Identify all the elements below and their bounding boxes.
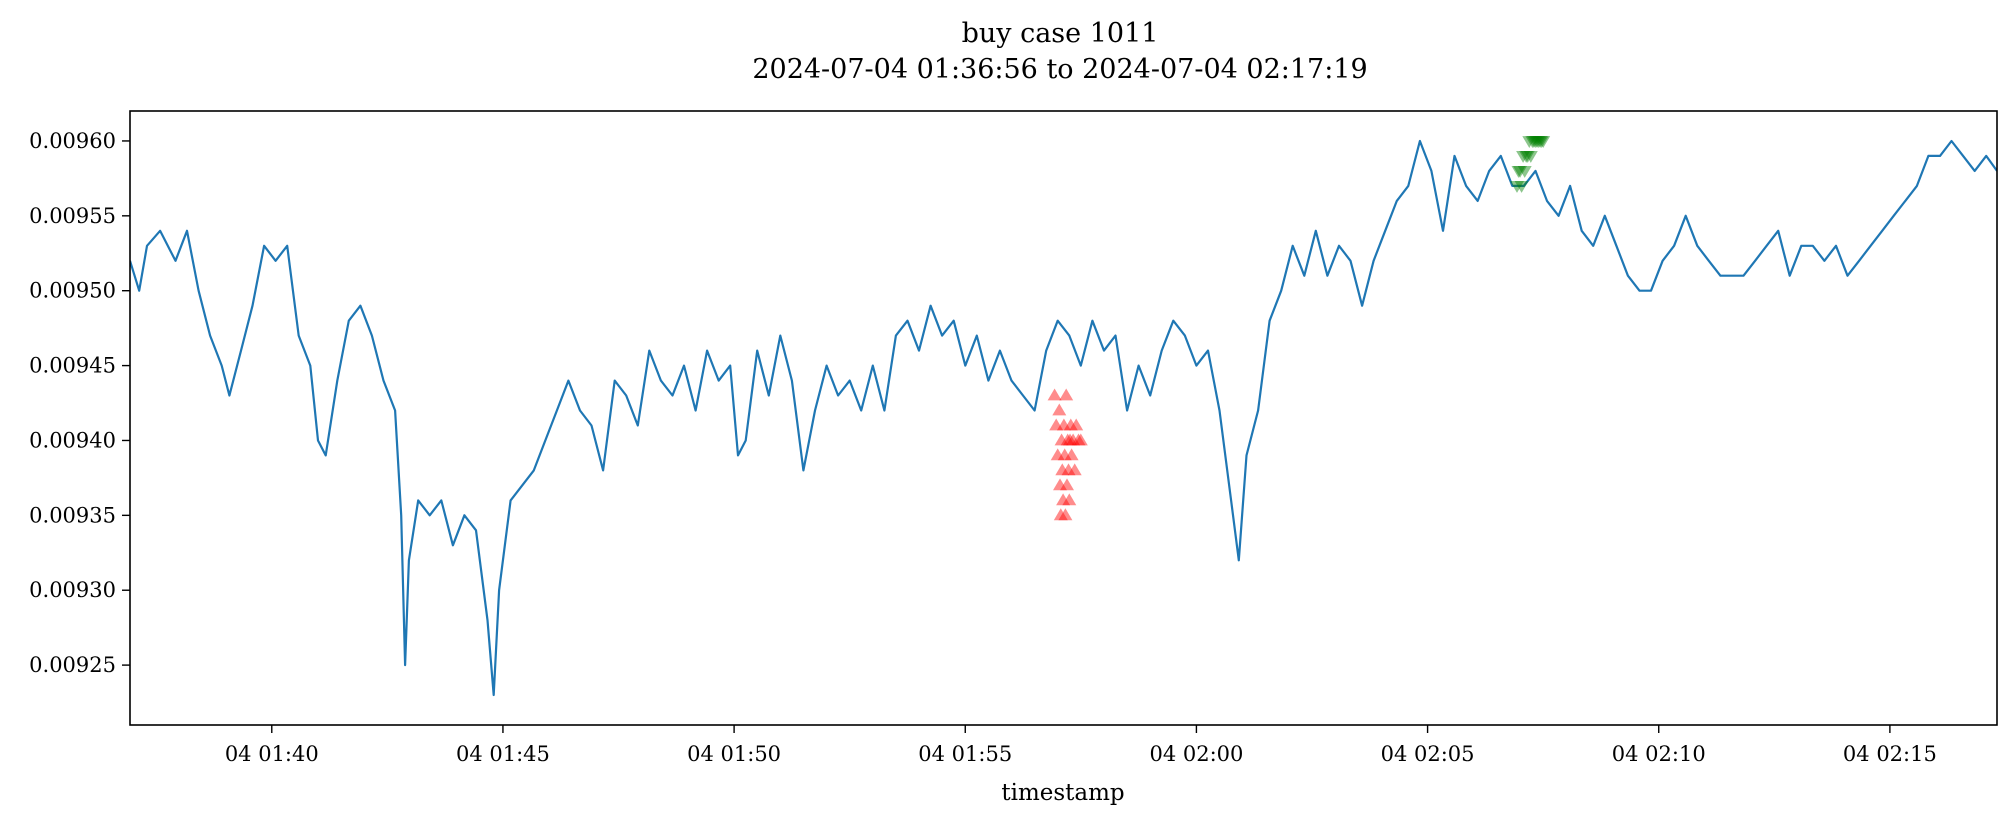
buy-marker xyxy=(1071,433,1086,446)
x-axis: 04 01:40 04 01:45 04 01:50 04 01:55 04 02:00… xyxy=(225,725,1937,766)
buy-marker xyxy=(1052,403,1067,416)
x-tick-label: 04 02:10 xyxy=(1612,742,1706,766)
buy-marker xyxy=(1054,433,1069,446)
y-axis: 0.00925 0.00930 0.00935 0.00940 0.00945 0.009… xyxy=(29,129,130,677)
buy-marker xyxy=(1056,493,1071,506)
sell-marker xyxy=(1530,136,1544,148)
sell-marker xyxy=(1516,151,1531,163)
x-tick-label: 04 01:40 xyxy=(225,742,319,766)
sell-marker xyxy=(1522,136,1537,148)
sell-marker xyxy=(1510,181,1524,193)
y-tick-label: 0.00940 xyxy=(29,428,116,452)
x-tick-label: 04 01:50 xyxy=(687,742,781,766)
sell-marker xyxy=(1536,136,1551,148)
buy-marker xyxy=(1064,448,1079,461)
buy-marker xyxy=(1057,448,1072,461)
chart-title: buy case 1011 xyxy=(962,18,1159,49)
sell-marker xyxy=(1534,136,1549,148)
x-tick-label: 04 01:45 xyxy=(456,742,550,766)
buy-marker xyxy=(1049,418,1064,431)
sell-marker xyxy=(1511,166,1526,178)
buy-marker xyxy=(1053,508,1068,521)
buy-marker xyxy=(1062,493,1077,506)
buy-marker xyxy=(1073,433,1088,446)
buy-marker xyxy=(1050,448,1065,461)
y-tick-label: 0.00925 xyxy=(29,653,116,677)
sell-marker xyxy=(1526,136,1541,148)
buy-marker xyxy=(1069,418,1084,431)
buy-marker xyxy=(1055,463,1070,476)
price-line xyxy=(130,139,1997,697)
sell-marker xyxy=(1525,136,1540,148)
plot-area xyxy=(130,136,1997,697)
sell-marker xyxy=(1528,136,1543,148)
buy-marker xyxy=(1061,463,1076,476)
sell-marker xyxy=(1523,151,1538,163)
buy-marker xyxy=(1066,433,1081,446)
buy-marker xyxy=(1060,433,1075,446)
sell-marker xyxy=(1531,136,1546,148)
sell-marker xyxy=(1520,151,1535,163)
buy-marker xyxy=(1063,433,1077,446)
buy-marker xyxy=(1060,478,1074,491)
buy-marker xyxy=(1067,463,1082,476)
buy-marker xyxy=(1063,418,1078,431)
buy-marker xyxy=(1059,388,1074,401)
y-tick-label: 0.00955 xyxy=(29,204,116,228)
y-tick-label: 0.00930 xyxy=(29,578,116,602)
x-tick-label: 04 02:15 xyxy=(1843,742,1937,766)
y-tick-label: 0.00935 xyxy=(29,503,116,527)
x-tick-label: 04 02:00 xyxy=(1149,742,1243,766)
buy-marker xyxy=(1047,388,1062,401)
axes-frame xyxy=(129,110,1998,726)
x-axis-label: timestamp xyxy=(1001,780,1124,806)
sell-marker xyxy=(1514,181,1529,193)
buy-marker xyxy=(1058,508,1073,521)
buy-marker xyxy=(1056,418,1071,431)
sell-marker xyxy=(1533,136,1548,148)
x-tick-label: 04 02:05 xyxy=(1381,742,1475,766)
x-tick-label: 04 01:55 xyxy=(918,742,1012,766)
sell-marker xyxy=(1517,166,1532,178)
y-tick-label: 0.00960 xyxy=(29,129,116,153)
sell-marker xyxy=(1519,151,1534,163)
y-tick-label: 0.00945 xyxy=(29,354,116,378)
y-tick-label: 0.00950 xyxy=(29,279,116,303)
sell-marker xyxy=(1513,166,1527,178)
buy-marker xyxy=(1053,478,1067,491)
chart-subtitle: 2024-07-04 01:36:56 to 2024-07-04 02:17:… xyxy=(752,54,1367,85)
